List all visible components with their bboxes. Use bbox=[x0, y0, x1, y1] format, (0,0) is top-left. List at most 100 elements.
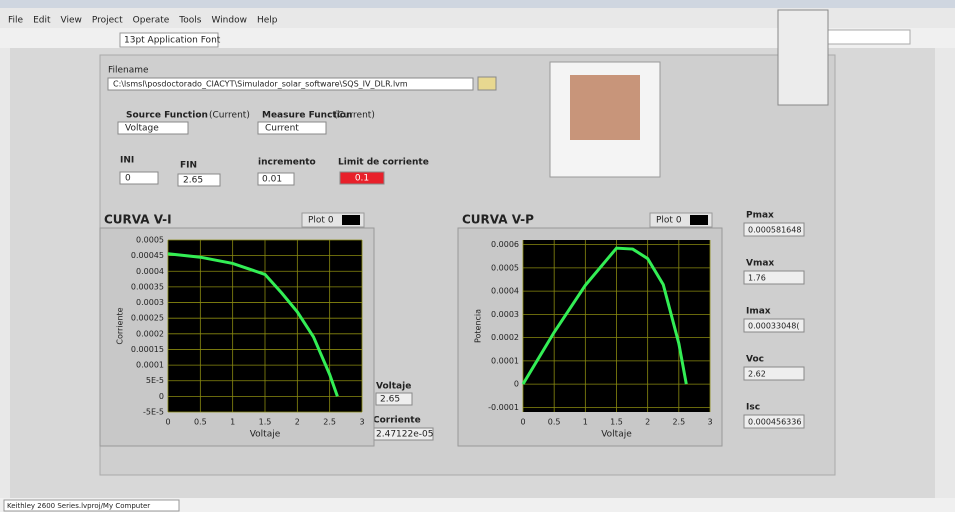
result-label: Pmax bbox=[746, 211, 774, 221]
y-tick-label: 0.0001 bbox=[136, 361, 164, 370]
source-value: Voltage bbox=[125, 124, 159, 134]
filename-field[interactable] bbox=[107, 77, 474, 91]
y-tick-label: 0.0005 bbox=[491, 263, 519, 272]
y-tick-label: 0 bbox=[514, 380, 519, 389]
status-field bbox=[3, 499, 180, 512]
inc-field[interactable] bbox=[257, 172, 295, 186]
device-block bbox=[570, 75, 640, 140]
limit-value: 0.1 bbox=[355, 174, 369, 184]
x-tick-label: 0.5 bbox=[548, 418, 561, 427]
menu-item[interactable]: Window bbox=[211, 16, 247, 26]
y-tick-label: 0.0001 bbox=[491, 356, 519, 365]
chart-title: CURVA V-P bbox=[462, 213, 534, 227]
y-tick-label: 0.00015 bbox=[131, 345, 164, 354]
y-tick-label: 0.0002 bbox=[491, 333, 519, 342]
x-axis-label: Voltaje bbox=[601, 430, 632, 440]
corriente-label: Corriente bbox=[373, 416, 421, 426]
font-selector-text: 13pt Application Font bbox=[124, 36, 221, 46]
result-value: 1.76 bbox=[748, 274, 766, 283]
status-text: Keithley 2600 Series.lvproj/My Computer bbox=[7, 502, 150, 510]
data-line bbox=[167, 252, 339, 397]
fin-label: FIN bbox=[180, 161, 197, 171]
x-tick-label: 1 bbox=[583, 418, 588, 427]
y-tick-label: 0.0003 bbox=[136, 298, 164, 307]
result-value: 2.62 bbox=[748, 370, 766, 379]
y-tick-label: 0.0004 bbox=[491, 287, 519, 296]
limit-label: Limit de corriente bbox=[338, 158, 429, 168]
chart-title: CURVA V-I bbox=[104, 213, 172, 227]
y-tick-label: 0.00045 bbox=[131, 251, 164, 260]
result-label: Vmax bbox=[746, 259, 774, 269]
limit-field[interactable] bbox=[339, 171, 385, 185]
y-tick-label: 5E-5 bbox=[146, 376, 164, 385]
x-tick-label: 1 bbox=[230, 418, 235, 427]
voltaje-field bbox=[375, 392, 413, 406]
fin-value: 2.65 bbox=[183, 176, 203, 186]
x-tick-label: 0.5 bbox=[194, 418, 207, 427]
x-axis-label: Voltaje bbox=[250, 430, 281, 440]
menu-item[interactable]: Operate bbox=[133, 16, 170, 26]
voltaje-label: Voltaje bbox=[376, 382, 411, 392]
y-tick-label: 0.0004 bbox=[136, 267, 164, 276]
x-tick-label: 0 bbox=[520, 418, 525, 427]
y-tick-label: -0.0001 bbox=[488, 403, 519, 412]
y-tick-label: 0.0002 bbox=[136, 329, 164, 338]
x-tick-label: 1.5 bbox=[610, 418, 623, 427]
menu-item[interactable]: Tools bbox=[178, 16, 201, 26]
source-label: Source Function bbox=[126, 111, 208, 121]
result-label: Isc bbox=[746, 403, 760, 413]
menu-item[interactable]: Project bbox=[92, 16, 123, 26]
x-tick-label: 2 bbox=[645, 418, 650, 427]
y-tick-label: 0.00035 bbox=[131, 282, 164, 291]
x-tick-label: 1.5 bbox=[259, 418, 272, 427]
y-tick-label: 0.0003 bbox=[491, 310, 519, 319]
result-value: 0.00033048( bbox=[748, 322, 799, 331]
x-tick-label: 3 bbox=[707, 418, 712, 427]
filename-value: C:\lsmsl\posdoctorado_CIACYT\Simulador_s… bbox=[113, 80, 408, 89]
inc-label: incremento bbox=[258, 158, 316, 168]
data-line bbox=[521, 246, 688, 385]
menu-item[interactable]: Edit bbox=[33, 16, 51, 26]
x-tick-label: 2.5 bbox=[323, 418, 336, 427]
browse-button[interactable] bbox=[477, 76, 497, 91]
title-bar bbox=[0, 0, 955, 8]
tools-palette bbox=[777, 9, 829, 106]
y-tick-label: 0 bbox=[159, 392, 164, 401]
menu-item[interactable]: File bbox=[8, 16, 24, 26]
ini-field[interactable] bbox=[119, 171, 159, 185]
x-tick-label: 2.5 bbox=[672, 418, 685, 427]
result-field bbox=[743, 318, 805, 333]
y-tick-label: -5E-5 bbox=[143, 408, 164, 417]
legend-swatch bbox=[342, 215, 360, 225]
source-suffix: (Current) bbox=[209, 111, 250, 121]
status-bar bbox=[0, 498, 955, 512]
menu-item[interactable]: Help bbox=[257, 16, 278, 26]
legend-swatch bbox=[690, 215, 708, 225]
measure-field[interactable] bbox=[257, 121, 327, 135]
x-tick-label: 3 bbox=[359, 418, 364, 427]
source-field[interactable] bbox=[117, 121, 189, 135]
search-box[interactable] bbox=[819, 29, 911, 45]
y-tick-label: 0.00025 bbox=[131, 314, 164, 323]
result-field bbox=[743, 222, 805, 237]
y-axis-label: Corriente bbox=[116, 307, 125, 344]
font-selector[interactable] bbox=[119, 32, 219, 48]
measure-label: Measure Function bbox=[262, 111, 352, 121]
y-tick-label: 0.0006 bbox=[491, 240, 519, 249]
fin-field[interactable] bbox=[177, 173, 221, 187]
y-axis-label: Potencia bbox=[474, 309, 483, 343]
measure-suffix: (Current) bbox=[334, 111, 375, 121]
filename-label: Filename bbox=[108, 66, 149, 76]
voltaje-value: 2.65 bbox=[380, 395, 400, 405]
corriente-value: 2.47122e-05 bbox=[376, 430, 433, 440]
inc-value: 0.01 bbox=[262, 175, 282, 185]
legend-text: Plot 0 bbox=[656, 216, 682, 226]
menu-item[interactable]: View bbox=[61, 16, 82, 26]
result-field bbox=[743, 270, 805, 285]
toolbar bbox=[0, 28, 955, 48]
result-label: Voc bbox=[746, 355, 764, 365]
result-label: Imax bbox=[746, 307, 771, 317]
legend-text: Plot 0 bbox=[308, 216, 334, 226]
result-field bbox=[743, 366, 805, 381]
